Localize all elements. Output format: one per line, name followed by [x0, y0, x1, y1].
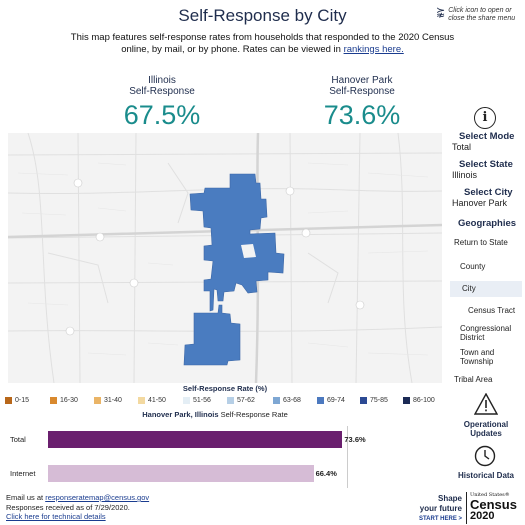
state-stat: Illinois Self-Response 67.5% — [92, 75, 232, 131]
legend-item: 75-85 — [360, 397, 388, 404]
legend-item: 51-56 — [183, 397, 211, 404]
legend-item: 31-40 — [94, 397, 122, 404]
bar-value-total: 73.6% — [344, 435, 366, 444]
legend-title: Self-Response Rate (%) — [182, 384, 268, 393]
census-logo-top: United States® — [470, 492, 510, 498]
legend-swatch — [317, 397, 324, 404]
bar-label-total: Total — [10, 435, 26, 444]
bar-internet[interactable] — [48, 465, 314, 482]
geo-city[interactable]: City — [450, 281, 522, 297]
census-logo-word: Census — [470, 497, 517, 512]
legend-swatch — [138, 397, 145, 404]
legend-item: 69-74 — [317, 397, 345, 404]
operational-updates-button[interactable]: Operational Updates — [463, 420, 509, 438]
legend-label: 86-100 — [413, 397, 435, 404]
map[interactable] — [8, 133, 442, 383]
share-hint: Click icon to open or close the share me… — [448, 7, 516, 22]
start-here-link[interactable]: START HERE > — [418, 516, 462, 522]
legend-swatch — [360, 397, 367, 404]
census-logo: United States® Census 2020 — [466, 492, 522, 524]
clock-icon[interactable] — [474, 445, 496, 467]
geo-tribal-area[interactable]: Tribal Area — [454, 375, 493, 384]
brand-shape: Shape — [437, 494, 462, 503]
legend-swatch — [5, 397, 12, 404]
census-logo-year: 2020 — [470, 510, 495, 522]
share-menu[interactable]: ⪺ Click icon to open or close the share … — [436, 7, 524, 23]
geo-town-and-township[interactable]: Town and Township — [460, 348, 495, 366]
select-mode-label: Select Mode — [459, 131, 515, 142]
bar-value-internet: 66.4% — [315, 469, 337, 478]
footer-email-line: Email us at responseratemap@census.gov — [6, 493, 149, 503]
legend-label: 63-68 — [283, 397, 301, 404]
legend-swatch — [403, 397, 410, 404]
legend-item: 86-100 — [403, 397, 435, 404]
legend-label: 69-74 — [327, 397, 345, 404]
rankings-link[interactable]: rankings here. — [343, 43, 404, 55]
footer-email-prefix: Email us at — [6, 493, 44, 502]
legend-item: 16-30 — [50, 397, 78, 404]
route-shields — [65, 178, 365, 336]
legend-label: 75-85 — [370, 397, 388, 404]
page-title: Self-Response by City — [178, 6, 347, 25]
geo-congressional-district[interactable]: Congressional District — [460, 324, 512, 342]
hanover-park-boundary[interactable] — [183, 173, 285, 366]
email-link[interactable]: responseratemap@census.gov — [45, 493, 150, 502]
city-name: Hanover Park — [331, 75, 393, 86]
info-icon[interactable]: i — [474, 107, 496, 129]
state-stat-label: Self-Response — [129, 86, 195, 97]
legend-swatch — [50, 397, 57, 404]
legend-label: 16-30 — [60, 397, 78, 404]
footer: Email us at responseratemap@census.gov R… — [6, 493, 149, 522]
legend-label: 51-56 — [193, 397, 211, 404]
city-stat-label: Self-Response — [329, 86, 395, 97]
warning-icon[interactable] — [474, 393, 498, 415]
select-mode-value[interactable]: Total — [452, 142, 472, 152]
legend: 0-15 16-30 31-40 41-50 51-56 57-62 63-68 69-74 7… — [5, 397, 445, 407]
historical-data-button[interactable]: Historical Data — [457, 471, 515, 480]
bar-chart-place: Hanover Park, Illinois — [142, 410, 219, 419]
city-stat: Hanover Park Self-Response 73.6% — [292, 75, 432, 131]
bar-label-internet: Internet — [10, 469, 36, 478]
intro-text: This map features self-response rates fr… — [70, 32, 455, 55]
legend-label: 0-15 — [15, 397, 30, 404]
legend-item: 63-68 — [273, 397, 301, 404]
bar-chart-title: Hanover Park, Illinois Self-Response Rat… — [100, 410, 330, 419]
legend-swatch — [94, 397, 101, 404]
select-state-value[interactable]: Illinois — [452, 170, 478, 180]
geographies-label: Geographies — [458, 218, 517, 229]
map-streets — [17, 162, 429, 356]
legend-label: 57-62 — [237, 397, 255, 404]
intro-body: This map features self-response rates fr… — [70, 32, 455, 55]
bar-total[interactable] — [48, 431, 343, 448]
share-icon[interactable]: ⪺ — [436, 6, 446, 18]
bar-chart-subtitle: Self-Response Rate — [220, 410, 288, 419]
select-city-label: Select City — [464, 187, 513, 198]
select-state-label: Select State — [459, 159, 513, 170]
legend-item: 0-15 — [5, 397, 29, 404]
geo-return-to-state[interactable]: Return to State — [454, 238, 508, 247]
boundary-hole — [241, 244, 256, 258]
footer-received: Responses received as of 7/29/2020. — [6, 502, 130, 512]
map-canvas[interactable] — [8, 133, 442, 383]
state-name: Illinois — [148, 75, 176, 86]
legend-swatch — [227, 397, 234, 404]
geo-census-tract[interactable]: Census Tract — [468, 306, 516, 315]
legend-item: 41-50 — [138, 397, 166, 404]
select-city-value[interactable]: Hanover Park — [452, 198, 508, 208]
city-rate: 73.6% — [323, 100, 401, 130]
legend-label: 41-50 — [148, 397, 166, 404]
state-rate: 67.5% — [123, 100, 201, 130]
census-brand[interactable]: Shape your future START HERE > United St… — [412, 492, 522, 524]
legend-swatch — [273, 397, 280, 404]
bar-chart-frame — [48, 426, 348, 488]
geo-county[interactable]: County — [460, 262, 486, 271]
legend-swatch — [183, 397, 190, 404]
technical-details-link[interactable]: Click here for technical details — [6, 512, 106, 521]
legend-label: 31-40 — [104, 397, 122, 404]
legend-item: 57-62 — [227, 397, 255, 404]
brand-future: your future — [419, 504, 462, 513]
